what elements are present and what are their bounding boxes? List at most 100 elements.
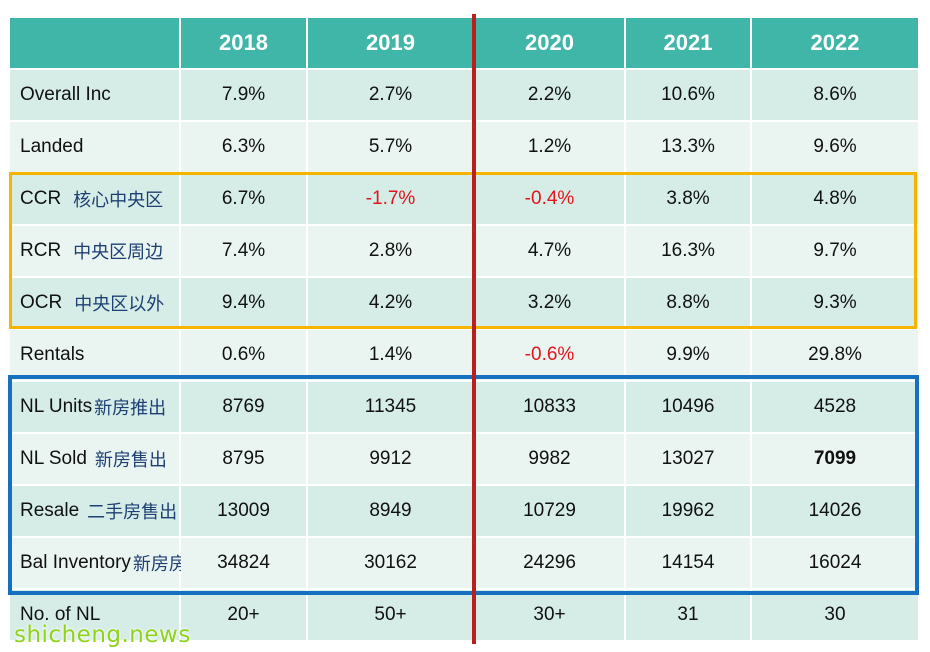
cell-2018: 34824 [181,538,308,588]
header-2019: 2019 [308,18,475,68]
row-label-en: No. of NL [20,604,101,625]
cell-2020: 10833 [475,382,626,432]
watermark: shicheng.news [14,622,191,648]
row-label: Resale 二手房售出 [10,486,181,536]
header-blank [10,18,181,68]
cell-2019: 2.8% [308,226,475,276]
cell-2022: 29.8% [752,330,918,380]
row-label: NL Units 新房推出 [10,382,181,432]
year-divider-line [472,14,476,644]
row-label: OCR 中央区以外 [10,278,181,328]
cell-2018: 13009 [181,486,308,536]
row-label: RCR 中央区周边 [10,226,181,276]
cell-2021: 13.3% [626,122,752,172]
cell-2021: 14154 [626,538,752,588]
cell-2022: 9.7% [752,226,918,276]
cell-2018: 8795 [181,434,308,484]
cell-2022-highlight: 7099 [752,434,918,484]
cell-2021: 19962 [626,486,752,536]
row-label-en: Overall Inc [20,84,111,105]
cell-2021: 31 [626,590,752,640]
table-row-no-of-nl: No. of NL 20+ 50+ 30+ 31 30 [10,590,918,640]
header-row: 2018 2019 2020 2021 2022 [10,18,918,68]
row-label-zh: 中央区以外 [74,294,165,315]
cell-2022: 9.6% [752,122,918,172]
cell-2021: 16.3% [626,226,752,276]
table-row-ccr: CCR 核心中央区 6.7% -1.7% -0.4% 3.8% 4.8% [10,174,918,224]
table-row-ocr: OCR 中央区以外 9.4% 4.2% 3.2% 8.8% 9.3% [10,278,918,328]
cell-2020: 30+ [475,590,626,640]
cell-2020: 2.2% [475,70,626,120]
header-2018: 2018 [181,18,308,68]
row-label: Landed [10,122,181,172]
cell-2018: 8769 [181,382,308,432]
header-2020: 2020 [475,18,626,68]
cell-2021: 9.9% [626,330,752,380]
cell-2019: 2.7% [308,70,475,120]
table-row-landed: Landed 6.3% 5.7% 1.2% 13.3% 9.6% [10,122,918,172]
row-label-zh: 新房推出 [94,398,167,419]
cell-2019: 5.7% [308,122,475,172]
cell-2018: 0.6% [181,330,308,380]
table-row-resale: Resale 二手房售出 13009 8949 10729 19962 14026 [10,486,918,536]
table-row-nl-sold: NL Sold 新房售出 8795 9912 9982 13027 7099 [10,434,918,484]
units-highlight-box [8,375,919,595]
row-label-zh: 二手房售出 [87,502,178,523]
cell-2022: 8.6% [752,70,918,120]
row-label-en: NL Sold [20,448,87,469]
cell-2018: 7.9% [181,70,308,120]
market-table: 2018 2019 2020 2021 2022 Overall Inc 7.9… [10,18,918,642]
row-label-en: Resale [20,500,80,521]
cell-2019: 4.2% [308,278,475,328]
cell-2018: 7.4% [181,226,308,276]
row-label-en: Bal Inventory [20,552,131,573]
table-row-rcr: RCR 中央区周边 7.4% 2.8% 4.7% 16.3% 9.7% [10,226,918,276]
cell-2021: 10496 [626,382,752,432]
header-2022: 2022 [752,18,918,68]
row-label: Overall Inc [10,70,181,120]
table-row-nl-units: NL Units 新房推出 8769 11345 10833 10496 4528 [10,382,918,432]
cell-2020: 9982 [475,434,626,484]
cell-2019: 30162 [308,538,475,588]
row-label-en: RCR [20,240,62,261]
cell-2020: 3.2% [475,278,626,328]
cell-2020: 24296 [475,538,626,588]
row-label-en: OCR [20,292,63,313]
cell-2019: 50+ [308,590,475,640]
row-label-en: CCR [20,188,62,209]
cell-2019: 1.4% [308,330,475,380]
cell-2022: 30 [752,590,918,640]
row-label: No. of NL [10,590,181,640]
row-label-en: Landed [20,136,84,157]
row-label-zh: 核心中央区 [73,190,164,211]
cell-2022: 14026 [752,486,918,536]
row-label: NL Sold 新房售出 [10,434,181,484]
private-region-highlight-box [9,172,917,329]
cell-2021: 8.8% [626,278,752,328]
cell-2020: 10729 [475,486,626,536]
cell-2022: 4.8% [752,174,918,224]
cell-2021: 3.8% [626,174,752,224]
row-label-zh: 中央区周边 [73,242,164,263]
cell-2020-negative: -0.6% [475,330,626,380]
cell-2021: 13027 [626,434,752,484]
row-label-en: NL Units [20,396,93,417]
row-label: Rentals [10,330,181,380]
table-row-overall-inc: Overall Inc 7.9% 2.7% 2.2% 10.6% 8.6% [10,70,918,120]
cell-2018: 6.3% [181,122,308,172]
cell-2019: 9912 [308,434,475,484]
cell-2018: 6.7% [181,174,308,224]
table-row-bal-inventory: Bal Inventory 新房房原 34824 30162 24296 1415… [10,538,918,588]
cell-2018: 20+ [181,590,308,640]
cell-2018: 9.4% [181,278,308,328]
cell-2022: 9.3% [752,278,918,328]
cell-2019-negative: -1.7% [308,174,475,224]
row-label-en: Rentals [20,344,85,365]
header-2021: 2021 [626,18,752,68]
row-label-zh: 新房售出 [94,450,167,471]
table-row-rentals: Rentals 0.6% 1.4% -0.6% 9.9% 29.8% [10,330,918,380]
cell-2022: 16024 [752,538,918,588]
row-label: CCR 核心中央区 [10,174,181,224]
cell-2022: 4528 [752,382,918,432]
cell-2020: 1.2% [475,122,626,172]
